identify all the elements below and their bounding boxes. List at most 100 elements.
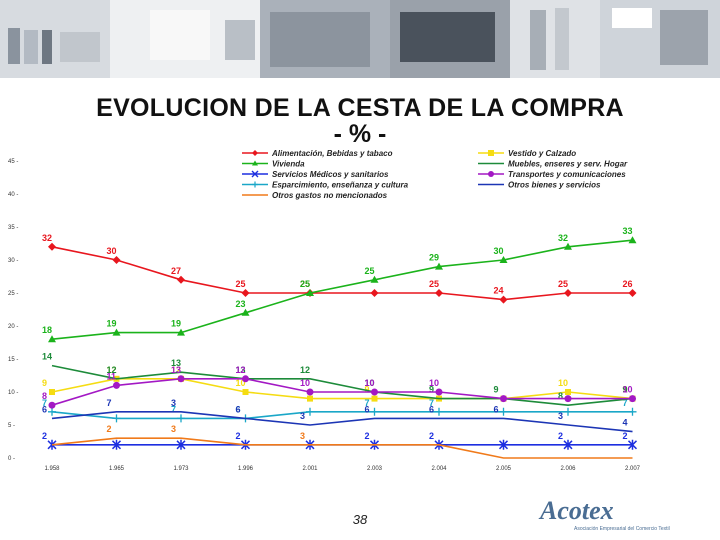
data-point: [627, 439, 638, 450]
data-label: 14: [42, 352, 52, 362]
data-point: [48, 407, 56, 416]
series-line: [51, 410, 633, 420]
data-point: [48, 401, 56, 409]
data-point: [241, 289, 250, 297]
y-tick-label: 10 -: [8, 390, 18, 396]
data-label: 7: [107, 398, 112, 408]
data-label: 4: [623, 418, 628, 428]
data-label: 32: [42, 233, 52, 243]
data-point: [306, 289, 314, 296]
data-point: [113, 381, 120, 389]
x-tick-label: 1.996: [238, 466, 254, 470]
data-point: [498, 439, 509, 450]
data-point: [500, 395, 507, 403]
data-label: 6: [429, 404, 434, 414]
legend-marker: [251, 170, 259, 178]
data-label: 12: [171, 365, 181, 375]
data-point: [499, 407, 508, 416]
data-point: [435, 388, 443, 396]
data-label: 3: [300, 431, 305, 441]
data-point: [564, 407, 572, 416]
page-number: 38: [352, 512, 368, 527]
data-label: 7: [623, 398, 628, 408]
data-label: 9: [429, 385, 434, 395]
fashion-photo-strip: [0, 0, 720, 78]
data-label: 26: [623, 279, 633, 289]
data-label: 3: [300, 411, 305, 421]
line-chart: 0 -5 -10 -15 -20 -25 -30 -35 -40 -45 -50…: [8, 149, 641, 470]
data-label: 12: [236, 365, 246, 375]
data-label: 8: [558, 391, 563, 401]
data-label: 25: [365, 266, 375, 276]
data-point: [306, 388, 314, 396]
data-label: 2: [365, 431, 370, 441]
data-label: 25: [236, 279, 246, 289]
data-point: [499, 256, 508, 263]
data-label: 9: [494, 385, 499, 395]
data-point: [435, 407, 443, 416]
data-label: 13: [171, 358, 181, 368]
data-point: [628, 289, 637, 297]
data-label: 2: [429, 431, 434, 441]
data-point: [564, 242, 572, 250]
data-point: [177, 414, 185, 423]
data-point: [564, 395, 572, 403]
data-label: 30: [107, 246, 117, 256]
data-label: 12: [107, 365, 117, 375]
data-label: 7: [171, 404, 176, 414]
data-point: [628, 407, 637, 416]
y-tick-label: 30 -: [8, 258, 18, 264]
data-label: 25: [429, 279, 439, 289]
series-line: [51, 239, 633, 340]
series-line: [51, 246, 633, 301]
data-point: [371, 388, 378, 396]
data-label: 6: [236, 404, 241, 414]
legend-marker: [488, 171, 494, 177]
data-label: 7: [42, 398, 47, 408]
data-label: 3: [558, 411, 563, 421]
x-tick-label: 2.007: [625, 466, 641, 470]
series-line: [51, 378, 633, 406]
y-tick-label: 25 -: [8, 291, 18, 297]
y-tick-label: 20 -: [8, 324, 18, 330]
legend-label: Alimentación, Bebidas y tabaco: [271, 149, 393, 158]
data-label: 6: [236, 404, 241, 414]
data-label: 23: [236, 299, 246, 309]
legend-marker: [488, 150, 494, 156]
data-label: 3: [171, 424, 176, 434]
data-point: [629, 395, 636, 403]
y-tick-label: 0 -: [8, 456, 15, 462]
data-point: [48, 335, 56, 343]
chart-title: EVOLUCION DE LA CESTA DE LA COMPRA: [96, 94, 624, 122]
data-point: [177, 375, 185, 383]
data-point: [111, 439, 122, 450]
data-point: [242, 389, 249, 395]
data-point: [241, 308, 250, 316]
data-point: [370, 289, 379, 297]
data-label: 2: [236, 431, 241, 441]
legend-marker: [252, 160, 258, 166]
legend-label: Muebles, enseres y serv. Hogar: [508, 160, 628, 169]
data-point: [435, 262, 443, 270]
data-point: [563, 439, 573, 450]
data-label: 2: [558, 431, 563, 441]
data-label: 29: [429, 253, 439, 263]
data-label: 10: [300, 378, 310, 388]
data-label: 10: [365, 378, 375, 388]
data-point: [564, 289, 572, 297]
data-label: 25: [300, 279, 310, 289]
data-label: 10: [236, 378, 246, 388]
data-label: 9: [623, 385, 628, 395]
header-banner: [0, 0, 720, 78]
x-tick-label: 2.005: [496, 466, 512, 470]
y-tick-label: 40 -: [8, 192, 18, 198]
data-label: 2: [623, 431, 628, 441]
data-point: [112, 328, 121, 336]
data-label: 10: [558, 378, 568, 388]
series-line: [51, 378, 633, 400]
chart-subtitle: - % -: [333, 120, 387, 148]
x-tick-label: 1.958: [44, 466, 60, 470]
legend-marker: [252, 181, 258, 188]
y-tick-label: 15 -: [8, 357, 18, 363]
data-point: [112, 256, 121, 264]
